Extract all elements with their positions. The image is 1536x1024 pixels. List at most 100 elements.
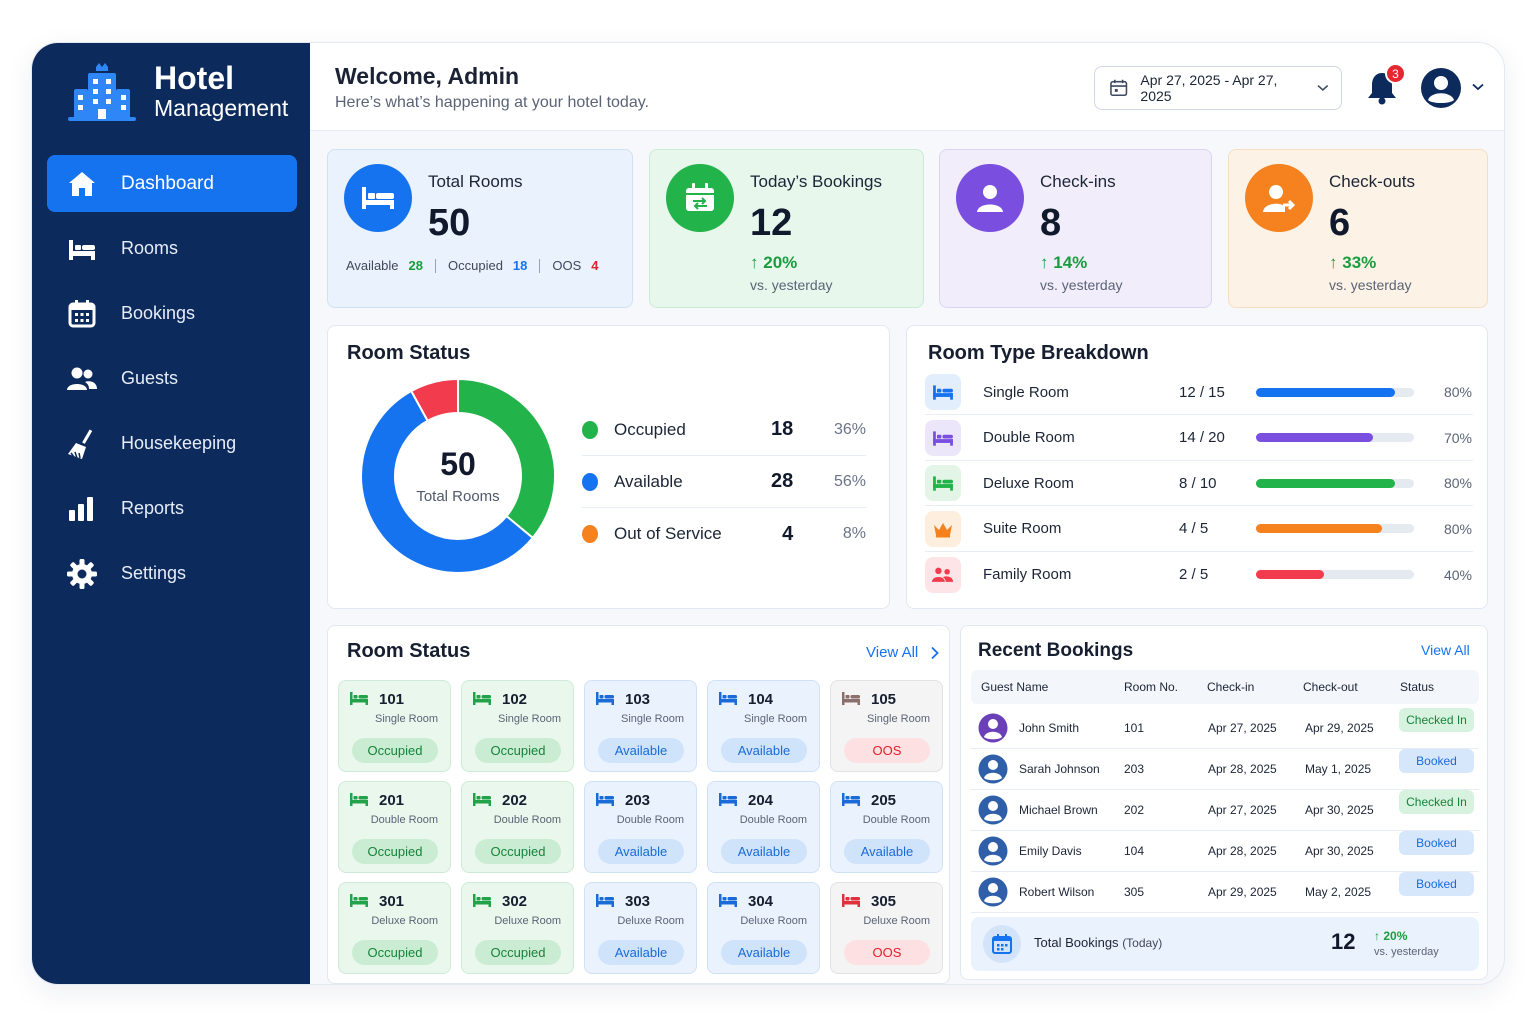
- sidebar-item-label: Reports: [121, 498, 185, 518]
- bed-icon: [349, 690, 369, 706]
- trend-up: ↑ 14%: [1040, 253, 1087, 273]
- booking-row[interactable]: Robert Wilson 305 Apr 29, 2025 May 2, 2025 B…: [971, 872, 1479, 913]
- sidebar-item-dashboard[interactable]: Dashboard: [47, 155, 297, 212]
- room-status-badge: Occupied: [475, 940, 561, 965]
- occupied-label: Occupied: [448, 258, 503, 273]
- view-all-bookings-link[interactable]: View All: [1421, 642, 1470, 658]
- trend-compare: vs. yesterday: [750, 277, 833, 293]
- checkins-card[interactable]: Check-ins 8 ↑ 14% vs. yesterday: [939, 149, 1212, 308]
- column-header[interactable]: Room No.: [1124, 680, 1179, 694]
- room-tile-302[interactable]: 302 Deluxe Room Occupied: [461, 882, 574, 974]
- booking-row[interactable]: Michael Brown 202 Apr 27, 2025 Apr 30, 2025…: [971, 790, 1479, 831]
- checkouts-card[interactable]: Check-outs 6 ↑ 33% vs. yesterday: [1228, 149, 1488, 308]
- room-type-row: Single Room 12 / 15 80%: [925, 370, 1473, 415]
- room-tile-103[interactable]: 103 Single Room Available: [584, 680, 697, 772]
- page-subtitle: Here’s what’s happening at your hotel to…: [335, 94, 649, 111]
- bed-icon: [472, 690, 492, 706]
- donut-slice-occupied[interactable]: [457, 378, 556, 540]
- trend-up: ↑ 33%: [1329, 253, 1376, 273]
- legend-dot: [582, 472, 598, 491]
- trend-compare: vs. yesterday: [1329, 277, 1412, 293]
- room-type-progress-track: [1256, 570, 1414, 579]
- todays-bookings-card[interactable]: Today’s Bookings 12 ↑ 20% vs. yesterday: [649, 149, 924, 308]
- room-number: 204: [748, 792, 774, 809]
- calendar-icon: [983, 925, 1021, 963]
- sidebar-item-label: Settings: [121, 563, 187, 583]
- check-in-date: Apr 27, 2025: [1208, 803, 1277, 817]
- room-type-name: Deluxe Room: [983, 474, 1074, 492]
- app-window: Hotel Management Dashboard Rooms: [32, 43, 1504, 984]
- date-range-picker[interactable]: Apr 27, 2025 - Apr 27, 2025: [1094, 66, 1342, 110]
- room-tile-102[interactable]: 102 Single Room Occupied: [461, 680, 574, 772]
- room-tile-304[interactable]: 304 Deluxe Room Available: [707, 882, 820, 974]
- bookings-table-header: Guest Name Room No. Check-in Check-out S…: [971, 670, 1479, 704]
- room-tile-101[interactable]: 101 Single Room Occupied: [338, 680, 451, 772]
- bed-icon: [595, 791, 615, 807]
- room-tile-105[interactable]: 105 Single Room OOS: [830, 680, 943, 772]
- room-tile-204[interactable]: 204 Double Room Available: [707, 781, 820, 873]
- room-status-badge: Available: [844, 839, 930, 864]
- bed-icon: [841, 690, 861, 706]
- total-label-text: Total Bookings: [1034, 935, 1119, 950]
- column-header[interactable]: Check-in: [1207, 680, 1255, 694]
- chevron-down-icon[interactable]: [1472, 83, 1484, 91]
- sidebar-item-housekeeping[interactable]: Housekeeping: [47, 415, 297, 472]
- room-number: 103: [625, 691, 651, 708]
- room-type: Deluxe Room: [863, 915, 930, 927]
- room-type-count: 14 / 20: [1179, 429, 1225, 446]
- sidebar-item-label: Bookings: [121, 303, 196, 323]
- room-type-progress-fill: [1256, 433, 1373, 442]
- room-tile-203[interactable]: 203 Double Room Available: [584, 781, 697, 873]
- donut-slice-out-of-service[interactable]: [409, 378, 459, 423]
- room-number: 301: [379, 893, 405, 910]
- sidebar-item-settings[interactable]: Settings: [47, 545, 297, 602]
- stat-value: 12: [750, 202, 793, 244]
- sidebar-item-label: Dashboard: [121, 172, 214, 194]
- column-header[interactable]: Guest Name: [981, 680, 1049, 694]
- broom-icon: [65, 427, 99, 461]
- room-tile-303[interactable]: 303 Deluxe Room Available: [584, 882, 697, 974]
- trend-value: 14%: [1053, 253, 1088, 272]
- arrow-up-icon: ↑: [1374, 929, 1384, 943]
- room-status-grid-panel: Room Status View All 101 Single Room Occup…: [327, 625, 950, 984]
- total-bookings-summary: Total Bookings (Today) 12 ↑ 20% vs. yest…: [971, 917, 1479, 971]
- total-rooms-card[interactable]: Total Rooms 50 Available 28 Occupied 18 …: [327, 149, 633, 308]
- bed-icon: [595, 892, 615, 908]
- room-number: 304: [748, 893, 774, 910]
- occupied-count: 18: [512, 258, 528, 273]
- view-all-rooms-link[interactable]: View All: [866, 644, 940, 661]
- room-tile-305[interactable]: 305 Deluxe Room OOS: [830, 882, 943, 974]
- donut-slice-available[interactable]: [360, 389, 535, 574]
- user-avatar-icon[interactable]: [1420, 67, 1462, 109]
- legend-count: 18: [770, 418, 794, 440]
- room-number: 203: [625, 792, 651, 809]
- room-number: 201: [379, 792, 405, 809]
- booking-status-badge: Checked In: [1399, 708, 1474, 732]
- room-type-pct: 70%: [1443, 429, 1472, 446]
- check-in-date: Apr 27, 2025: [1208, 721, 1277, 735]
- view-all-label: View All: [866, 644, 919, 661]
- sidebar: Hotel Management Dashboard Rooms: [32, 43, 310, 984]
- room-tile-205[interactable]: 205 Double Room Available: [830, 781, 943, 873]
- booking-row[interactable]: John Smith 101 Apr 27, 2025 Apr 29, 2025 Che…: [971, 708, 1479, 749]
- home-icon: [65, 167, 99, 201]
- room-tile-202[interactable]: 202 Double Room Occupied: [461, 781, 574, 873]
- booking-status-badge: Booked: [1399, 872, 1474, 896]
- room-number: 101: [379, 691, 405, 708]
- sidebar-item-reports[interactable]: Reports: [47, 480, 297, 537]
- room-tile-104[interactable]: 104 Single Room Available: [707, 680, 820, 772]
- stat-label: Check-ins: [1040, 172, 1116, 191]
- sidebar-item-rooms[interactable]: Rooms: [47, 220, 297, 277]
- room-tile-301[interactable]: 301 Deluxe Room Occupied: [338, 882, 451, 974]
- brand-logo[interactable]: Hotel Management: [66, 61, 288, 123]
- column-header[interactable]: Check-out: [1303, 680, 1358, 694]
- booking-row[interactable]: Emily Davis 104 Apr 28, 2025 Apr 30, 2025 Bo…: [971, 831, 1479, 872]
- sidebar-item-guests[interactable]: Guests: [47, 350, 297, 407]
- room-tile-201[interactable]: 201 Double Room Occupied: [338, 781, 451, 873]
- booking-row[interactable]: Sarah Johnson 203 Apr 28, 2025 May 1, 2025 B…: [971, 749, 1479, 790]
- guest-name: Michael Brown: [1019, 803, 1098, 817]
- stat-value: 50: [428, 202, 471, 244]
- sidebar-item-bookings[interactable]: Bookings: [47, 285, 297, 342]
- room-type-progress-track: [1256, 387, 1414, 397]
- column-header[interactable]: Status: [1400, 680, 1435, 694]
